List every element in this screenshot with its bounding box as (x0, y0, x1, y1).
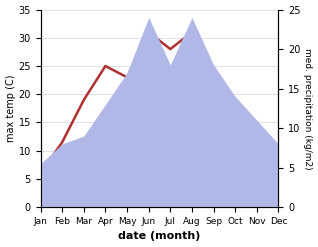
Y-axis label: med. precipitation (kg/m2): med. precipitation (kg/m2) (303, 48, 313, 169)
X-axis label: date (month): date (month) (118, 231, 201, 242)
Y-axis label: max temp (C): max temp (C) (5, 75, 16, 142)
